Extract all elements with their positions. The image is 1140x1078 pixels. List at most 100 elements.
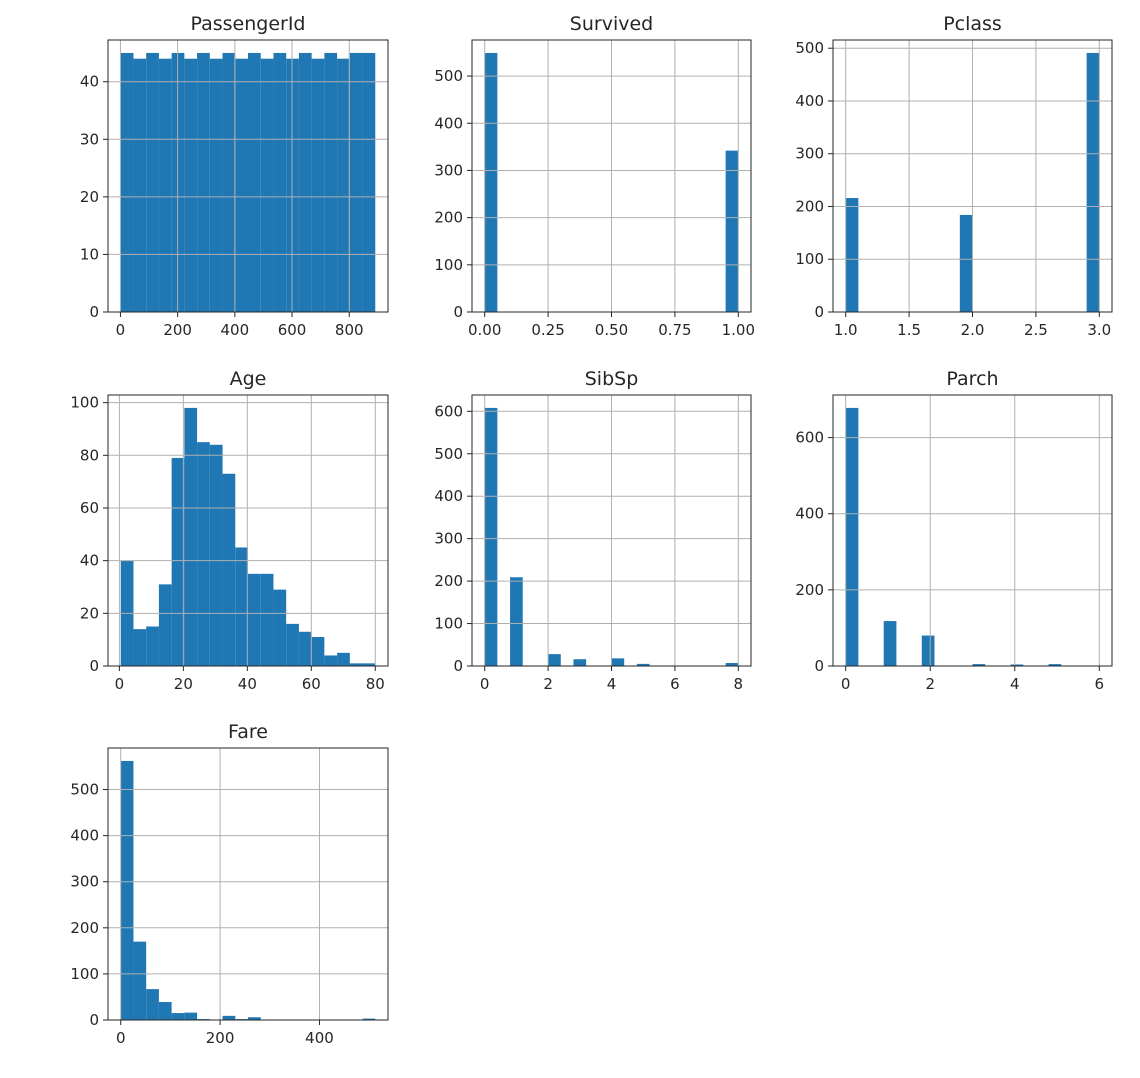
y-tick-label: 20 [80, 188, 99, 206]
histogram-bar [222, 1015, 236, 1020]
x-tick-label: 400 [305, 1029, 334, 1047]
histogram-bar [273, 52, 287, 312]
histogram-bar [184, 1012, 198, 1020]
histogram-panel-pclass: 1.0 1.5 2.0 2.5 3.0 0 100 200 300 400 500 Pclass [795, 13, 1113, 339]
panel-title: Pclass [943, 13, 1002, 35]
y-tick-label: 300 [434, 530, 463, 548]
histogram-bar [197, 442, 210, 666]
y-tick-label: 40 [80, 73, 99, 91]
histogram-bar [311, 637, 325, 666]
y-tick-label: 100 [434, 256, 463, 274]
histogram-bar [725, 663, 739, 666]
histogram-bar [298, 52, 312, 312]
y-tick-label: 0 [89, 657, 99, 675]
panel-title: Age [230, 368, 267, 390]
y-tick-label: 400 [795, 505, 824, 523]
histogram-bar [146, 989, 159, 1020]
x-tick-label: 0 [116, 321, 126, 339]
histogram-bar [235, 58, 248, 312]
y-tick-label: 100 [70, 965, 99, 983]
histogram-bar [362, 663, 376, 666]
y-tick-label: 100 [795, 250, 824, 268]
y-tick-label: 500 [434, 445, 463, 463]
histogram-bar [959, 214, 973, 312]
histogram-panel-passengerid: 0 200 400 600 800 0 10 20 30 40 PassengerId [80, 13, 389, 339]
panel-title: Survived [570, 13, 653, 35]
y-tick-label: 500 [795, 39, 824, 57]
histogram-bar [120, 760, 134, 1020]
histogram-bar [222, 52, 236, 312]
y-tick-label: 0 [453, 303, 463, 321]
y-tick-label: 20 [80, 604, 99, 622]
x-tick-label: 3.0 [1087, 321, 1111, 339]
x-tick-label: 6 [1095, 675, 1105, 693]
histogram-bar [133, 941, 147, 1020]
x-tick-label: 2 [543, 675, 553, 693]
histogram-bar [133, 58, 147, 312]
histogram-bar [324, 52, 338, 312]
x-tick-label: 0.25 [531, 321, 564, 339]
histogram-bar [146, 626, 159, 666]
y-tick-label: 600 [434, 402, 463, 420]
y-tick-label: 300 [434, 161, 463, 179]
x-tick-label: 0 [115, 675, 125, 693]
y-tick-label: 200 [795, 581, 824, 599]
histogram-bar [171, 1013, 185, 1020]
x-tick-label: 20 [174, 675, 193, 693]
x-tick-label: 0 [480, 675, 490, 693]
histogram-bar [972, 664, 986, 666]
x-tick-label: 80 [366, 675, 385, 693]
x-tick-label: 2.0 [961, 321, 985, 339]
panel-title: Parch [946, 368, 998, 390]
histogram-bar [158, 584, 172, 666]
histogram-bar [222, 473, 236, 666]
panel-title: PassengerId [190, 13, 305, 35]
histogram-bar [883, 621, 897, 666]
y-tick-label: 200 [434, 209, 463, 227]
histogram-bar [197, 52, 210, 312]
x-tick-label: 60 [302, 675, 321, 693]
histogram-bar [611, 658, 625, 666]
y-tick-label: 200 [795, 197, 824, 215]
histogram-bar [286, 58, 299, 312]
x-tick-label: 1.5 [897, 321, 921, 339]
y-tick-label: 400 [434, 487, 463, 505]
y-tick-label: 300 [70, 873, 99, 891]
y-tick-label: 40 [80, 552, 99, 570]
y-tick-label: 0 [453, 657, 463, 675]
x-tick-label: 200 [163, 321, 192, 339]
histogram-bar [273, 589, 287, 666]
y-tick-label: 30 [80, 130, 99, 148]
histogram-bar [324, 655, 338, 666]
histogram-bar [337, 58, 350, 312]
histogram-bar [349, 52, 363, 312]
panel-title: SibSp [585, 368, 639, 390]
histogram-bar [184, 407, 198, 666]
histogram-bar [248, 52, 261, 312]
histogram-bar [286, 623, 299, 666]
x-tick-label: 800 [335, 321, 364, 339]
histogram-bar [133, 629, 147, 666]
axes-frame [107, 394, 389, 667]
axes-frame [471, 394, 752, 667]
y-tick-label: 400 [795, 92, 824, 110]
histogram-bar [845, 198, 859, 312]
y-tick-label: 0 [89, 1011, 99, 1029]
histogram-panel-survived: 0.00 0.25 0.50 0.75 1.00 0 100 200 300 400 500 Surv… [434, 13, 755, 339]
histogram-bar [845, 407, 859, 666]
y-tick-label: 200 [434, 572, 463, 590]
histogram-bar [248, 573, 261, 666]
histogram-panel-sibsp: 0 2 4 6 8 0 100 200 300 400 500 600 SibSp [434, 368, 752, 693]
y-tick-label: 200 [70, 919, 99, 937]
y-tick-label: 600 [795, 429, 824, 447]
histogram-bar [260, 58, 274, 312]
x-tick-label: 400 [221, 321, 250, 339]
histogram-bar [209, 58, 223, 312]
y-tick-label: 0 [89, 303, 99, 321]
x-tick-label: 200 [206, 1029, 235, 1047]
histogram-bar [636, 663, 650, 666]
histogram-bar [158, 58, 172, 312]
histogram-bar [337, 652, 350, 666]
histogram-bar [1086, 52, 1100, 312]
